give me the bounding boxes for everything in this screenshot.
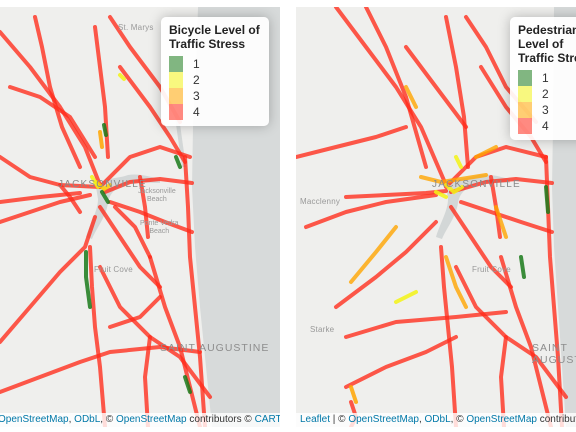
road-segment (0, 30, 102, 187)
place-label-macclenny: Macclenny (300, 197, 341, 206)
place-label-st-augustine: SAINT AUGUSTINE (532, 342, 576, 366)
legend-swatch (518, 118, 532, 134)
road-segment (113, 205, 152, 259)
pedestrian-stress-map[interactable]: Macclenny JACKSONVILLE Fruit Cove Starke… (296, 7, 576, 427)
road-highlights (349, 85, 550, 404)
osm-link-2[interactable]: OpenStreetMap (466, 414, 537, 425)
legend-label: 2 (193, 73, 200, 87)
road-segment (499, 335, 508, 427)
road-segment (499, 255, 553, 427)
legend-item: 1 (518, 70, 576, 86)
place-label-ponte-vedra: Ponte Vedra Beach (140, 220, 179, 235)
odbl-link[interactable]: ODbL (424, 414, 451, 425)
road-segment (118, 65, 187, 164)
odbl-link[interactable]: ODbL (74, 414, 101, 425)
road-segment (444, 145, 548, 189)
road-segment (108, 295, 162, 329)
legend-swatch (169, 88, 183, 104)
road-segment (0, 215, 97, 344)
legend-swatch (518, 86, 532, 102)
legend-item: 1 (169, 56, 261, 72)
road-segment (296, 125, 408, 159)
legend-label: 3 (542, 103, 549, 117)
legend-item: 2 (518, 86, 576, 102)
leaflet-link[interactable]: Leaflet (300, 414, 331, 425)
map-attribution: Leaflet | © OpenStreetMap, ODbL, © OpenS… (296, 413, 576, 427)
road-segment (459, 200, 554, 234)
place-label-st-marys: St. Marys (118, 23, 154, 32)
legend-title: Bicycle Level of Traffic Stress (169, 23, 260, 51)
road-segment (364, 7, 428, 169)
osm-link[interactable]: OpenStreetMap (0, 414, 69, 425)
place-label-jacksonville: JACKSONVILLE (432, 179, 521, 190)
osm-link-2[interactable]: OpenStreetMap (116, 414, 187, 425)
road-network (0, 15, 212, 427)
map-attribution: OpenStreetMap, ODbL, © OpenStreetMap con… (0, 413, 280, 427)
road-segment (98, 205, 162, 289)
road-segment (183, 155, 207, 427)
road-segment (334, 220, 438, 309)
legend-item: 3 (518, 102, 576, 118)
legend-item: 2 (169, 72, 261, 88)
legend-label: 1 (542, 71, 549, 85)
legend-swatch (169, 104, 183, 120)
legend-item: 4 (169, 104, 261, 120)
road-segment (344, 335, 458, 389)
road-segment (0, 345, 202, 394)
road-segment (88, 245, 107, 427)
legend-label: 4 (542, 119, 549, 133)
legend-swatch (518, 102, 532, 118)
legend-title: Pedestrian Level of Traffic Stress (518, 23, 576, 65)
attribution-text: , © (450, 414, 467, 425)
place-label-st-augustine: SAINT AUGUSTINE (160, 342, 270, 354)
road-segment (33, 15, 82, 169)
place-label-jacksonville-beach: Jacksonville Beach (138, 188, 176, 203)
legend-item: 4 (518, 118, 576, 134)
attribution-contributors: contributors © CARTO (539, 414, 576, 425)
map-legend: Bicycle Level of Traffic Stress 1 2 3 4 (161, 17, 269, 126)
road-segment (439, 245, 458, 427)
road-segment (449, 205, 513, 289)
road-segment (444, 15, 470, 169)
legend-label: 2 (542, 87, 549, 101)
attribution-sep: , (418, 414, 425, 425)
osm-link[interactable]: OpenStreetMap (348, 414, 419, 425)
legend-label: 4 (193, 105, 200, 119)
road-segment (8, 85, 97, 159)
legend-swatch (518, 70, 532, 86)
carto-link[interactable]: CARTO (254, 414, 280, 425)
road-segment (58, 183, 82, 214)
place-label-jacksonville: JACKSONVILLE (58, 179, 147, 190)
road-segment (103, 177, 194, 194)
attribution-text: , © (100, 414, 116, 425)
road-segment (108, 200, 194, 234)
road-segment (0, 193, 92, 224)
attribution-sep: , (68, 414, 75, 425)
attribution-sep: | © (330, 414, 349, 425)
place-label-starke: Starke (310, 325, 335, 334)
road-segment (304, 193, 438, 229)
road-segment (98, 145, 192, 189)
legend-swatch (169, 72, 183, 88)
road-segment (334, 7, 448, 187)
road-segment (404, 45, 468, 129)
road-segment (344, 310, 508, 339)
place-label-fruit-cove: Fruit Cove (94, 265, 133, 274)
attribution-contributors: contributors © (186, 414, 255, 425)
legend-label: 3 (193, 89, 200, 103)
legend-swatch (169, 56, 183, 72)
road-highlights (84, 73, 192, 394)
map-legend: Pedestrian Level of Traffic Stress 1 2 3… (510, 17, 576, 140)
road-segment (0, 155, 102, 189)
legend-item: 3 (169, 88, 261, 104)
legend-label: 1 (193, 57, 200, 71)
road-segment (148, 255, 202, 427)
road-segment (138, 175, 150, 239)
place-label-fruit-cove: Fruit Cove (472, 265, 511, 274)
road-segment (143, 335, 152, 427)
bicycle-stress-map[interactable]: St. Marys JACKSONVILLE Jacksonville Beac… (0, 7, 280, 427)
road-segment (449, 177, 554, 194)
